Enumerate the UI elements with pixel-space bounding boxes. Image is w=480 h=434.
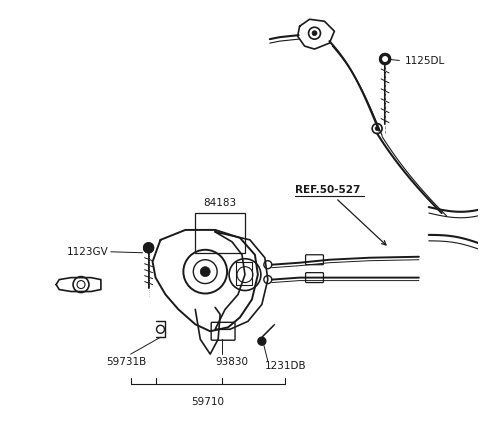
Circle shape [144, 243, 154, 253]
Circle shape [375, 127, 379, 131]
Circle shape [382, 56, 388, 62]
Text: 1125DL: 1125DL [388, 56, 445, 66]
Text: 93830: 93830 [215, 357, 248, 367]
Text: 84183: 84183 [204, 198, 237, 208]
Text: REF.50-527: REF.50-527 [295, 185, 386, 245]
Circle shape [312, 31, 317, 36]
Circle shape [200, 266, 210, 276]
Text: 1123GV: 1123GV [67, 247, 109, 257]
Circle shape [380, 53, 391, 65]
Circle shape [258, 337, 266, 345]
Text: 59731B: 59731B [106, 357, 146, 367]
Text: 59710: 59710 [191, 397, 224, 407]
Bar [195, 213, 245, 253]
Text: 1231DB: 1231DB [265, 361, 306, 371]
